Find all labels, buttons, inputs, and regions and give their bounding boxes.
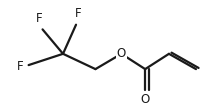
Text: F: F [16,60,23,73]
Text: O: O [117,47,126,60]
Text: F: F [75,7,81,20]
Text: F: F [36,12,42,25]
Text: O: O [141,93,150,106]
